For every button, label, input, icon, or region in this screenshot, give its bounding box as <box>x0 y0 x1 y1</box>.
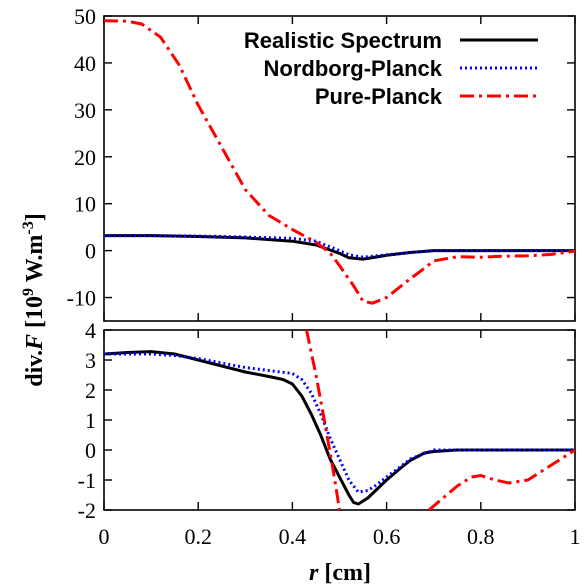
top-y-tick-label: 0 <box>85 239 96 264</box>
bottom-line-realistic-spectrum <box>104 350 575 506</box>
top-line-realistic-spectrum <box>104 234 575 261</box>
bottom-y-tick-label: -2 <box>78 498 96 523</box>
bottom-y-tick-label: -1 <box>78 468 96 493</box>
legend: Realistic Spectrum Nordborg-Planck Pure-… <box>244 28 538 109</box>
top-line-pure-planck <box>104 19 575 305</box>
x-tick-label: 0.4 <box>279 524 307 549</box>
bottom-y-tick-label: 3 <box>85 348 96 373</box>
bottom-line-pure-planck <box>305 330 341 510</box>
top-panel-series <box>104 19 575 305</box>
top-y-tick-label: -10 <box>67 286 96 311</box>
top-y-tick-label: 40 <box>74 51 96 76</box>
top-y-tick-label: 30 <box>74 98 96 123</box>
bottom-y-tick-label: 1 <box>85 408 96 433</box>
top-panel-frame <box>103 15 576 322</box>
bottom-y-tick-label: 0 <box>85 438 96 463</box>
y-axis-title: div.F [109 W.m-3] <box>20 213 48 386</box>
bottom-line-pure-planck <box>428 448 575 510</box>
legend-label-pureplanck: Pure-Planck <box>315 84 443 109</box>
x-tick-label: 0 <box>99 524 110 549</box>
tick-marks <box>103 15 576 511</box>
bottom-line-nordborg-planck <box>104 352 575 494</box>
top-y-tick-label: 10 <box>74 192 96 217</box>
x-axis-title: r [cm] <box>309 560 371 586</box>
top-y-tick-label: 20 <box>74 145 96 170</box>
bottom-y-tick-label: 2 <box>85 378 96 403</box>
x-tick-label: 0.2 <box>184 524 212 549</box>
bottom-y-tick-label: 4 <box>85 318 96 343</box>
legend-label-nordborg: Nordborg-Planck <box>264 56 443 81</box>
x-tick-label: 0.8 <box>467 524 495 549</box>
x-tick-label: 0.6 <box>373 524 401 549</box>
legend-label-realistic: Realistic Spectrum <box>244 28 442 53</box>
bottom-panel-series <box>104 330 575 510</box>
x-tick-label: 1 <box>570 524 581 549</box>
top-y-tick-label: 50 <box>74 4 96 29</box>
